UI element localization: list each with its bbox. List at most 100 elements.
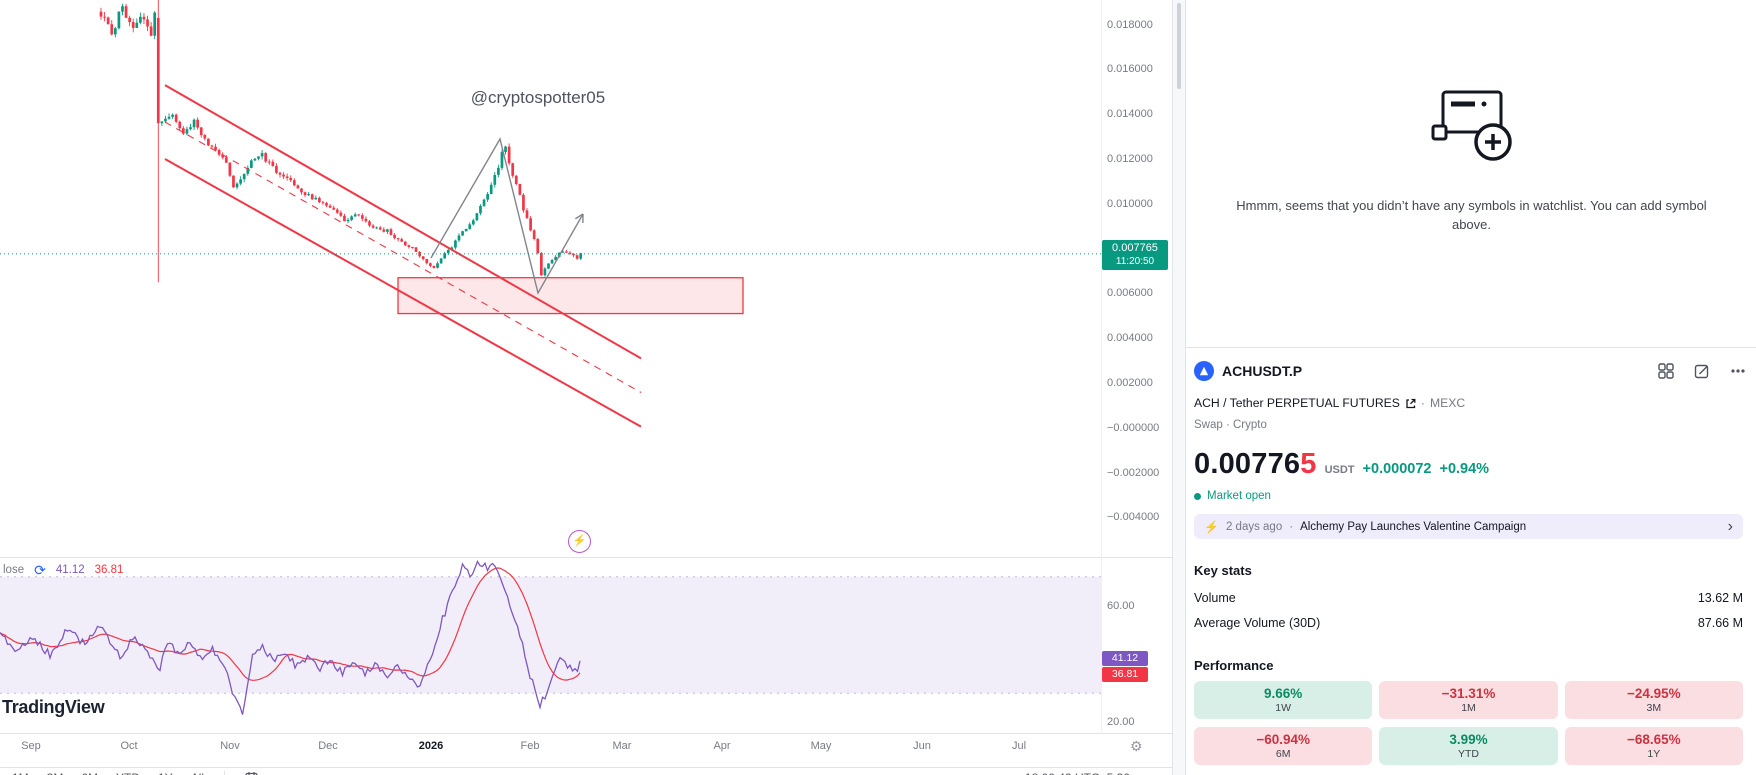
market-status-label: Market open — [1207, 490, 1271, 502]
range-button-6m[interactable]: 6M — [81, 771, 98, 775]
chart-watermark: @cryptospotter05 — [470, 88, 606, 107]
rsi-axis-badge: 41.12 — [1102, 650, 1148, 666]
axis-label: 20.00 — [1107, 716, 1135, 729]
time-axis-label: 2026 — [418, 740, 444, 752]
clock[interactable]: 18:00:42 UTC+5:30 — [1025, 771, 1130, 775]
news-separator: · — [1289, 520, 1294, 533]
rsi-legend[interactable]: lose ⟳ 41.12 36.81 — [3, 563, 123, 577]
news-time: 2 days ago — [1225, 520, 1283, 533]
tradingview-logo[interactable]: TradingView — [2, 697, 105, 717]
axis-settings-gear-icon[interactable]: ⚙ — [1130, 738, 1143, 754]
axis-label: 0.014000 — [1107, 108, 1153, 121]
axis-label: 0.012000 — [1107, 153, 1153, 165]
indicator-title-partial[interactable]: lose — [3, 564, 25, 576]
performance-tile-3m: −24.95% 3M — [1564, 681, 1743, 719]
time-axis-label: Nov — [220, 740, 240, 752]
price-axis-border — [1101, 0, 1102, 767]
separator-dot: · — [1420, 396, 1425, 410]
range-button-ytd[interactable]: YTD — [116, 771, 140, 775]
market-open-dot — [1194, 492, 1201, 500]
stat-label: Average Volume (30D) — [1194, 616, 1321, 630]
countdown-timer: 11:20:50 — [1115, 255, 1155, 267]
time-axis-label: Jul — [1011, 740, 1027, 752]
symbol-price-row: 0.007765 USDT +0.000072 +0.94% — [1194, 448, 1489, 480]
edit-icon[interactable] — [1694, 363, 1710, 379]
flash-news-icon: ⚡ — [1204, 519, 1219, 534]
price-last-digit: 5 — [1300, 448, 1317, 480]
axis-label: 0.016000 — [1107, 63, 1153, 76]
range-button-1m[interactable]: 1M — [12, 771, 29, 775]
performance-tile-1y: −68.65% 1Y — [1564, 727, 1743, 765]
axis-separator — [0, 733, 1172, 734]
bottom-toolbar: 1M 3M 6M YTD 1Y All 18:00:42 UTC+5:30 — [0, 767, 1172, 775]
stat-row-volume: Volume 13.62 M — [1194, 591, 1743, 605]
section-divider — [1186, 347, 1756, 348]
time-axis-label: Feb — [520, 740, 540, 752]
news-item[interactable]: ⚡ 2 days ago · Alchemy Pay Launches Vale… — [1194, 514, 1743, 539]
scrollbar-thumb[interactable] — [1177, 3, 1181, 89]
range-button-1y[interactable]: 1Y — [158, 771, 173, 775]
event-marker-icon[interactable]: ⚡ — [568, 530, 591, 553]
right-panel: Hmmm, seems that you didn’t have any sym… — [1186, 0, 1756, 775]
panel-divider[interactable] — [1172, 0, 1186, 775]
performance-grid: 9.66% 1W −31.31% 1M −24.95% 3M −60.94% 6M 3.99% Y… — [1194, 681, 1743, 765]
last-price-value: 0.007765 — [1112, 241, 1158, 254]
lightning-icon: ⚡ — [572, 535, 587, 547]
pane-separator[interactable] — [0, 557, 1172, 558]
range-selector[interactable]: 1M 3M 6M YTD 1Y All — [12, 771, 204, 775]
axis-label: 0.006000 — [1107, 287, 1153, 300]
toolbar-divider — [224, 771, 226, 775]
stat-value: 87.66 M — [1697, 616, 1743, 630]
axis-label: 0.004000 — [1107, 332, 1153, 345]
exchange-name: MEXC — [1429, 396, 1466, 410]
stat-label: Volume — [1194, 591, 1236, 605]
performance-title: Performance — [1194, 658, 1274, 673]
price-change: +0.000072 +0.94% — [1362, 461, 1490, 477]
time-axis-label: Apr — [713, 740, 731, 752]
news-headline: Alchemy Pay Launches Valentine Campaign — [1300, 520, 1527, 533]
layout-grid-icon[interactable] — [1658, 363, 1674, 379]
symbol-logo — [1194, 361, 1214, 381]
rsi-ma-axis-badge: 36.81 — [1102, 667, 1148, 683]
symbol-description-row: ACH / Tether PERPETUAL FUTURES · MEXC — [1194, 396, 1465, 410]
axis-label: 0.002000 — [1107, 377, 1153, 389]
performance-tile-1m: −31.31% 1M — [1379, 681, 1558, 719]
refresh-icon[interactable]: ⟳ — [34, 562, 46, 578]
axis-label: 0.010000 — [1107, 197, 1153, 210]
external-link-icon[interactable] — [1405, 398, 1416, 409]
performance-tile-1w: 9.66% 1W — [1194, 681, 1373, 719]
price-currency: USDT — [1324, 464, 1355, 476]
key-stats-title: Key stats — [1194, 563, 1252, 578]
price-chart-canvas[interactable] — [0, 0, 1172, 767]
axis-label: −0.004000 — [1107, 511, 1160, 524]
performance-tile-ytd: 3.99% YTD — [1379, 727, 1558, 765]
symbol-price: 0.007765 — [1194, 448, 1317, 480]
market-status: Market open — [1194, 490, 1271, 502]
chevron-right-icon[interactable]: › — [1727, 517, 1733, 535]
axis-label: −0.000000 — [1107, 421, 1160, 434]
axis-label: 0.018000 — [1107, 18, 1153, 31]
axis-label: −0.002000 — [1107, 466, 1160, 479]
more-options-icon[interactable] — [1730, 363, 1746, 379]
performance-tile-6m: −60.94% 6M — [1194, 727, 1373, 765]
axis-label: 60.00 — [1107, 599, 1135, 612]
empty-watchlist-icon — [1431, 90, 1512, 161]
last-price-badge: 0.007765 11:20:50 — [1102, 239, 1168, 270]
chart-area[interactable]: @cryptospotter05 ⚡ 0.018000 0.016000 0.014… — [0, 0, 1172, 775]
symbol-ticker[interactable]: ACHUSDT.P — [1222, 363, 1303, 379]
time-axis[interactable]: ⚙ Sep Oct Nov Dec 2026 Feb Mar Apr May Jun Jul — [0, 734, 1172, 767]
watchlist-empty-message: Hmmm, seems that you didn’t have any sym… — [1236, 198, 1707, 232]
rsi-ma-value: 36.81 — [94, 564, 124, 576]
time-axis-label: Jun — [913, 740, 931, 752]
rsi-value: 41.12 — [55, 564, 85, 576]
time-axis-label: Mar — [612, 740, 632, 752]
time-axis-label: Oct — [120, 740, 138, 752]
symbol-header: ACHUSDT.P — [1194, 358, 1746, 384]
time-axis-label: Dec — [318, 740, 338, 752]
calendar-icon[interactable] — [245, 771, 258, 775]
range-button-all[interactable]: All — [191, 771, 204, 775]
stat-value: 13.62 M — [1697, 591, 1743, 605]
range-button-3m[interactable]: 3M — [47, 771, 64, 775]
symbol-type: Swap · Crypto — [1194, 419, 1267, 431]
